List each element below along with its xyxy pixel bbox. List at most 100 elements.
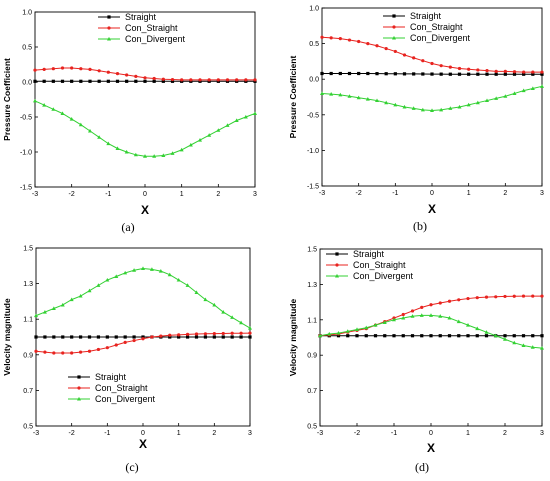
data-point (392, 317, 396, 322)
data-point (168, 333, 172, 337)
series-con-divergent (320, 84, 544, 113)
x-tick-label: 2 (503, 190, 507, 197)
legend-marker (107, 26, 111, 30)
series-straight (320, 71, 544, 76)
data-point (494, 69, 498, 73)
data-point (161, 79, 165, 83)
data-point (336, 330, 341, 335)
data-point (188, 142, 193, 147)
y-tick-label: 1.0 (22, 10, 32, 17)
data-point (475, 326, 480, 331)
data-point (522, 70, 526, 74)
data-point (34, 349, 38, 353)
data-point (248, 331, 252, 335)
data-point (503, 72, 507, 76)
data-point (230, 315, 235, 319)
data-point (253, 78, 257, 82)
data-point (78, 293, 83, 298)
data-point (33, 98, 37, 103)
data-point (485, 69, 489, 73)
data-point (70, 335, 74, 339)
series-line (319, 314, 543, 349)
data-point (194, 332, 199, 336)
data-point (132, 338, 136, 343)
x-tick-label: -3 (33, 430, 39, 437)
data-point (114, 335, 118, 339)
y-tick-label: 1.5 (307, 247, 317, 254)
data-point (457, 298, 461, 302)
data-point (143, 154, 147, 158)
data-point (203, 335, 208, 339)
data-point (366, 71, 370, 76)
data-point (522, 72, 526, 76)
data-point (475, 334, 479, 338)
data-point (34, 335, 38, 339)
y-tick-label: -0.5 (20, 115, 32, 122)
y-tick-label: 0.7 (307, 388, 317, 395)
data-point (485, 72, 489, 76)
data-point (97, 135, 102, 139)
data-point (448, 72, 452, 76)
data-point (221, 335, 225, 339)
data-point (457, 334, 461, 338)
data-point (383, 334, 387, 338)
data-point (347, 94, 352, 98)
data-point (393, 72, 397, 76)
x-tick-label: 3 (248, 430, 252, 437)
x-axis-label: X (141, 203, 149, 217)
x-tick-label: 1 (466, 430, 470, 437)
x-tick-label: -1 (392, 190, 398, 197)
data-point (329, 71, 333, 76)
data-point (457, 66, 462, 71)
x-tick-label: -2 (356, 190, 362, 197)
panel-caption: (a) (121, 220, 134, 234)
data-point (177, 335, 181, 339)
legend-label: Con_Divergent (95, 394, 156, 404)
legend-marker (107, 36, 111, 41)
data-point (176, 277, 181, 282)
x-tick-label: -3 (319, 190, 325, 197)
data-point (366, 42, 370, 46)
data-point (78, 335, 83, 339)
data-point (203, 332, 208, 336)
chart-panel-b: -3 -2 -1 0 1 2 3 -1.5 -1.0 -0.5 0.0 0.5 1.0 X Pressure… (288, 6, 544, 234)
data-point (248, 326, 252, 330)
data-point (430, 108, 434, 113)
series-line (35, 267, 251, 329)
y-tick-label: 1.3 (23, 281, 33, 288)
data-point (531, 334, 535, 338)
x-tick-label: 1 (180, 191, 184, 198)
data-point (540, 70, 544, 74)
series-con-divergent (34, 266, 252, 330)
data-point (133, 152, 138, 157)
data-point (429, 313, 433, 317)
data-point (375, 44, 379, 48)
data-point (540, 294, 544, 298)
y-tick-label: 0.5 (307, 424, 317, 431)
data-point (88, 128, 92, 133)
legend-label: Straight (410, 11, 442, 21)
data-point (503, 69, 507, 73)
data-point (503, 94, 508, 98)
data-point (225, 78, 230, 82)
series-con-straight (320, 35, 544, 74)
x-tick-label: 2 (212, 430, 216, 437)
series-con-straight (33, 66, 257, 82)
data-point (87, 349, 92, 353)
data-point (429, 303, 433, 307)
data-point (438, 301, 442, 305)
y-tick-label: -1.0 (307, 148, 319, 155)
legend-marker (335, 252, 339, 256)
data-point (69, 297, 74, 302)
data-point (244, 78, 248, 82)
data-point (185, 332, 190, 336)
data-point (221, 309, 226, 314)
data-point (411, 106, 416, 110)
data-point (402, 72, 407, 76)
data-point (141, 335, 145, 339)
legend-marker (392, 35, 396, 40)
data-point (96, 283, 101, 287)
legend-label: Con_Straight (95, 383, 148, 393)
data-point (70, 66, 74, 70)
data-point (347, 71, 352, 76)
